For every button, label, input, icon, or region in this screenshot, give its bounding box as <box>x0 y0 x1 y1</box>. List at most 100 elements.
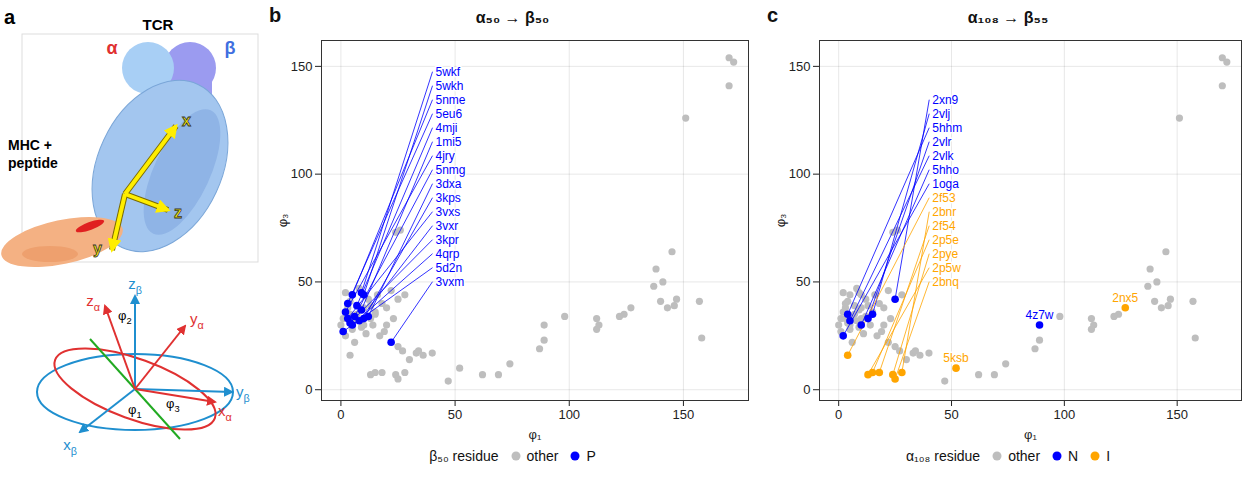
svg-text:2vlk: 2vlk <box>932 149 954 163</box>
svg-text:3kps: 3kps <box>436 191 461 205</box>
svg-text:2f54: 2f54 <box>932 219 956 233</box>
svg-text:50: 50 <box>944 407 958 422</box>
svg-text:φ₁: φ₁ <box>1024 427 1037 442</box>
svg-text:4mji: 4mji <box>436 121 458 135</box>
svg-text:50: 50 <box>796 274 810 289</box>
svg-text:100: 100 <box>1053 407 1075 422</box>
svg-text:yβ: yβ <box>236 383 250 404</box>
svg-text:2nx5: 2nx5 <box>1112 291 1138 305</box>
svg-text:5wkh: 5wkh <box>436 79 464 93</box>
svg-text:4mji: 4mji <box>436 121 458 135</box>
svg-text:4z7w: 4z7w <box>1026 308 1054 322</box>
svg-text:1mi5: 1mi5 <box>436 135 462 149</box>
svg-text:150: 150 <box>673 407 695 422</box>
svg-text:5d2n: 5d2n <box>436 261 463 275</box>
svg-text:φ1: φ1 <box>128 402 142 420</box>
svg-text:2vlj: 2vlj <box>932 107 950 121</box>
svg-text:3vxm: 3vxm <box>436 275 465 289</box>
svg-text:2p5e: 2p5e <box>932 233 959 247</box>
svg-text:1oga: 1oga <box>932 177 959 191</box>
svg-text:5nmg: 5nmg <box>436 163 466 177</box>
svg-text:50: 50 <box>448 407 462 422</box>
svg-text:3vxr: 3vxr <box>436 219 459 233</box>
svg-text:3vxr: 3vxr <box>436 219 459 233</box>
svg-text:α: α <box>106 38 117 58</box>
svg-text:1oga: 1oga <box>932 177 959 191</box>
svg-text:5wkf: 5wkf <box>436 65 461 79</box>
svg-text:100: 100 <box>291 166 313 181</box>
svg-text:3vxs: 3vxs <box>436 205 461 219</box>
svg-text:2bnq: 2bnq <box>932 275 959 289</box>
svg-text:zβ: zβ <box>128 275 142 296</box>
svg-text:2pye: 2pye <box>932 247 958 261</box>
svg-text:z: z <box>174 204 182 221</box>
svg-text:0: 0 <box>337 407 344 422</box>
svg-text:y: y <box>93 240 102 257</box>
svg-text:a: a <box>4 6 16 28</box>
svg-text:150: 150 <box>1166 407 1188 422</box>
svg-text:5ksb: 5ksb <box>943 351 969 365</box>
svg-text:2p5w: 2p5w <box>932 261 961 275</box>
svg-text:3kps: 3kps <box>436 191 461 205</box>
svg-text:zα: zα <box>86 292 100 313</box>
svg-text:2vlk: 2vlk <box>932 149 954 163</box>
svg-text:4jry: 4jry <box>436 149 455 163</box>
svg-text:5nme: 5nme <box>436 93 466 107</box>
svg-text:0: 0 <box>835 407 842 422</box>
svg-text:2xn9: 2xn9 <box>932 93 958 107</box>
svg-text:3vxm: 3vxm <box>436 275 465 289</box>
svg-text:4qrp: 4qrp <box>436 247 460 261</box>
svg-text:5d2n: 5d2n <box>436 261 463 275</box>
svg-text:peptide: peptide <box>8 155 58 171</box>
svg-text:50: 50 <box>298 274 312 289</box>
svg-text:3kpr: 3kpr <box>436 233 459 247</box>
svg-text:3kpr: 3kpr <box>436 233 459 247</box>
svg-text:2p5e: 2p5e <box>932 233 959 247</box>
svg-text:5eu6: 5eu6 <box>436 107 463 121</box>
svg-text:5nmg: 5nmg <box>436 163 466 177</box>
svg-text:0: 0 <box>803 382 810 397</box>
svg-text:5hho: 5hho <box>932 163 959 177</box>
svg-text:0: 0 <box>305 382 312 397</box>
svg-text:2pye: 2pye <box>932 247 958 261</box>
svg-text:x: x <box>182 112 191 129</box>
svg-text:4z7w: 4z7w <box>1026 308 1054 322</box>
svg-text:150: 150 <box>291 59 313 74</box>
svg-text:2p5w: 2p5w <box>932 261 961 275</box>
svg-text:1mi5: 1mi5 <box>436 135 462 149</box>
svg-text:φ₁: φ₁ <box>529 427 542 442</box>
svg-text:4qrp: 4qrp <box>436 247 460 261</box>
svg-text:2f54: 2f54 <box>932 219 956 233</box>
svg-text:φ3: φ3 <box>166 396 180 414</box>
svg-text:φ₃: φ₃ <box>773 214 788 228</box>
svg-text:3vxs: 3vxs <box>436 205 461 219</box>
svg-text:2f53: 2f53 <box>932 191 956 205</box>
svg-text:β: β <box>225 38 236 58</box>
svg-text:5hho: 5hho <box>932 163 959 177</box>
svg-text:2vlj: 2vlj <box>932 107 950 121</box>
svg-text:3dxa: 3dxa <box>436 177 462 191</box>
svg-text:2vlr: 2vlr <box>932 135 951 149</box>
svg-text:φ₃: φ₃ <box>275 214 290 228</box>
svg-text:5wkf: 5wkf <box>436 65 461 79</box>
svg-text:100: 100 <box>558 407 580 422</box>
svg-text:2bnq: 2bnq <box>932 275 959 289</box>
svg-text:yα: yα <box>190 310 204 331</box>
svg-text:TCR: TCR <box>143 16 174 33</box>
svg-text:2xn9: 2xn9 <box>932 93 958 107</box>
svg-text:MHC +: MHC + <box>8 137 52 153</box>
svg-text:5hhm: 5hhm <box>932 121 962 135</box>
svg-text:5wkh: 5wkh <box>436 79 464 93</box>
svg-text:4jry: 4jry <box>436 149 455 163</box>
svg-text:5ksb: 5ksb <box>943 351 969 365</box>
svg-text:5nme: 5nme <box>436 93 466 107</box>
svg-text:xα: xα <box>218 402 232 423</box>
svg-text:2f53: 2f53 <box>932 191 956 205</box>
svg-text:2bnr: 2bnr <box>932 205 956 219</box>
svg-text:150: 150 <box>789 59 811 74</box>
svg-text:100: 100 <box>789 166 811 181</box>
svg-text:φ2: φ2 <box>118 308 132 326</box>
svg-text:xβ: xβ <box>63 436 77 457</box>
svg-text:3dxa: 3dxa <box>436 177 462 191</box>
svg-text:2bnr: 2bnr <box>932 205 956 219</box>
